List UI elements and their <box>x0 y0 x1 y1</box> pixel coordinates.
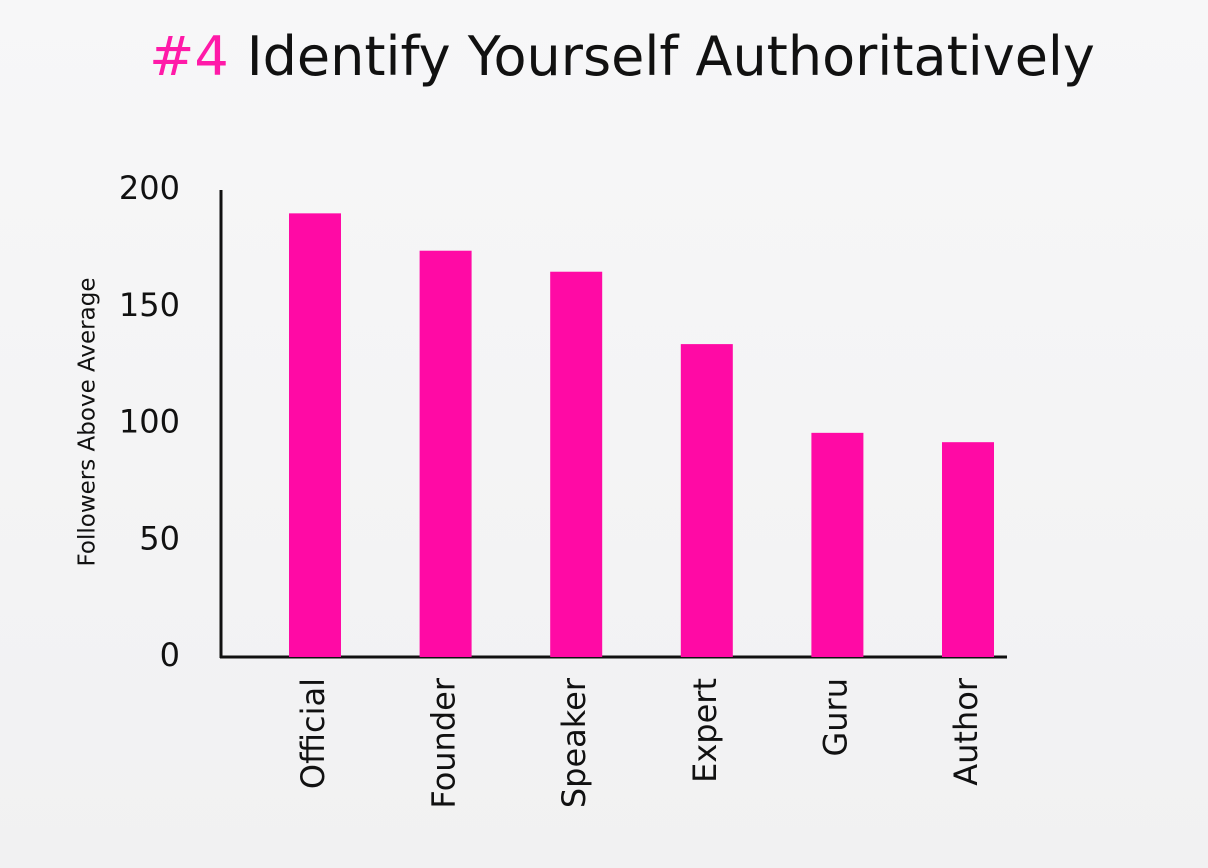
chart-title: #4 Identify Yourself Authoritatively <box>149 25 1095 88</box>
y-tick-label: 50 <box>139 519 180 557</box>
bar <box>942 442 994 657</box>
y-tick-label: 0 <box>160 636 180 674</box>
bar <box>289 213 341 657</box>
x-tick-label: Founder <box>425 677 463 808</box>
x-tick-label: Author <box>947 677 985 786</box>
title-highlight: #4 <box>149 25 229 88</box>
bar <box>419 250 472 657</box>
bar <box>550 271 603 657</box>
title-text: Identify Yourself Authoritatively <box>247 25 1095 88</box>
bar <box>680 344 733 657</box>
bar <box>811 432 864 657</box>
x-tick-label: Official <box>294 678 332 789</box>
x-tick-label: Expert <box>686 678 724 783</box>
y-tick-label: 200 <box>119 169 180 207</box>
y-tick-label: 100 <box>119 403 180 441</box>
x-tick-label: Speaker <box>555 677 593 808</box>
y-axis-label: Followers Above Average <box>75 278 101 567</box>
y-tick-label: 150 <box>119 286 180 324</box>
x-tick-label: Guru <box>816 678 854 757</box>
